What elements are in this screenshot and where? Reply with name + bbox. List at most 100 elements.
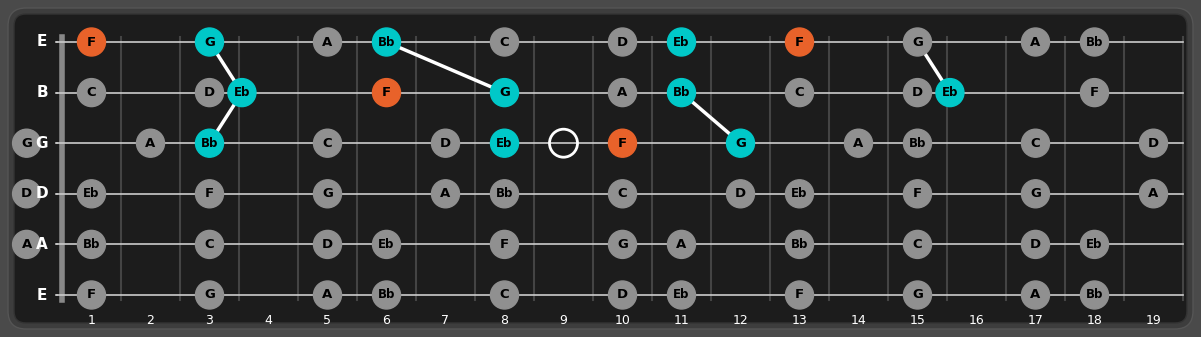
- Circle shape: [1022, 231, 1050, 258]
- Circle shape: [78, 79, 106, 106]
- Text: D: D: [735, 187, 746, 200]
- Text: Bb: Bb: [83, 238, 100, 251]
- Circle shape: [903, 281, 932, 309]
- Text: F: F: [795, 288, 803, 302]
- Text: G: G: [322, 187, 333, 200]
- Text: D: D: [36, 186, 48, 201]
- Text: C: C: [204, 238, 214, 251]
- Text: 17: 17: [1028, 314, 1044, 328]
- Text: C: C: [86, 86, 96, 99]
- Circle shape: [609, 281, 637, 309]
- FancyBboxPatch shape: [8, 8, 1193, 329]
- Text: G: G: [36, 136, 48, 151]
- Circle shape: [372, 281, 400, 309]
- Circle shape: [372, 231, 400, 258]
- Text: F: F: [795, 35, 803, 49]
- Text: 12: 12: [733, 314, 748, 328]
- Circle shape: [1022, 281, 1050, 309]
- Text: Bb: Bb: [378, 35, 395, 49]
- Circle shape: [727, 180, 754, 208]
- Circle shape: [490, 79, 519, 106]
- Text: 9: 9: [560, 314, 567, 328]
- Text: Bb: Bb: [201, 137, 219, 150]
- Circle shape: [12, 231, 41, 258]
- Circle shape: [313, 231, 341, 258]
- Text: Eb: Eb: [234, 86, 250, 99]
- Text: Eb: Eb: [496, 137, 513, 150]
- Text: D: D: [617, 288, 628, 302]
- Text: Bb: Bb: [1086, 288, 1104, 302]
- Circle shape: [431, 129, 460, 157]
- Circle shape: [196, 129, 223, 157]
- Text: A: A: [145, 137, 156, 150]
- Circle shape: [903, 79, 932, 106]
- Circle shape: [785, 28, 813, 56]
- Text: G: G: [204, 288, 215, 302]
- Text: G: G: [22, 137, 32, 150]
- Text: D: D: [617, 35, 628, 49]
- Circle shape: [78, 231, 106, 258]
- Text: Eb: Eb: [378, 238, 395, 251]
- Text: 5: 5: [323, 314, 331, 328]
- Text: A: A: [441, 187, 450, 200]
- Circle shape: [78, 28, 106, 56]
- Circle shape: [78, 180, 106, 208]
- Circle shape: [785, 231, 813, 258]
- Text: E: E: [37, 287, 47, 303]
- Text: Bb: Bb: [790, 238, 808, 251]
- FancyBboxPatch shape: [14, 14, 1187, 323]
- Text: D: D: [204, 86, 215, 99]
- Text: Bb: Bb: [673, 86, 691, 99]
- Text: A: A: [1030, 288, 1040, 302]
- Circle shape: [785, 180, 813, 208]
- Circle shape: [903, 180, 932, 208]
- Text: Eb: Eb: [674, 35, 689, 49]
- Circle shape: [668, 79, 695, 106]
- Circle shape: [727, 129, 754, 157]
- Circle shape: [372, 28, 400, 56]
- Text: C: C: [500, 35, 509, 49]
- Text: F: F: [1091, 86, 1099, 99]
- Circle shape: [903, 231, 932, 258]
- Text: 6: 6: [383, 314, 390, 328]
- Circle shape: [609, 28, 637, 56]
- Text: C: C: [913, 238, 922, 251]
- Text: A: A: [36, 237, 48, 252]
- Text: G: G: [912, 288, 922, 302]
- Text: 11: 11: [674, 314, 689, 328]
- Text: 13: 13: [791, 314, 807, 328]
- Circle shape: [1140, 180, 1167, 208]
- Text: F: F: [205, 187, 214, 200]
- Text: 7: 7: [442, 314, 449, 328]
- Text: C: C: [617, 187, 627, 200]
- Text: Bb: Bb: [1086, 35, 1104, 49]
- Text: 15: 15: [909, 314, 926, 328]
- Circle shape: [1022, 129, 1050, 157]
- Text: C: C: [323, 137, 333, 150]
- Text: G: G: [735, 137, 746, 150]
- Text: Eb: Eb: [83, 187, 100, 200]
- Text: A: A: [322, 35, 333, 49]
- Text: 18: 18: [1087, 314, 1103, 328]
- Text: 3: 3: [205, 314, 214, 328]
- Text: A: A: [854, 137, 864, 150]
- Text: G: G: [204, 35, 215, 49]
- Circle shape: [1022, 28, 1050, 56]
- Circle shape: [1022, 180, 1050, 208]
- Text: 1: 1: [88, 314, 95, 328]
- Text: Eb: Eb: [791, 187, 808, 200]
- Text: E: E: [37, 34, 47, 50]
- Circle shape: [313, 129, 341, 157]
- Text: D: D: [322, 238, 333, 251]
- Circle shape: [903, 28, 932, 56]
- Circle shape: [490, 129, 519, 157]
- Text: B: B: [36, 85, 48, 100]
- Circle shape: [228, 79, 256, 106]
- Text: Eb: Eb: [1087, 238, 1103, 251]
- Text: C: C: [795, 86, 805, 99]
- Text: 14: 14: [850, 314, 866, 328]
- Text: Eb: Eb: [674, 288, 689, 302]
- Text: D: D: [1148, 137, 1159, 150]
- Circle shape: [844, 129, 872, 157]
- Circle shape: [490, 180, 519, 208]
